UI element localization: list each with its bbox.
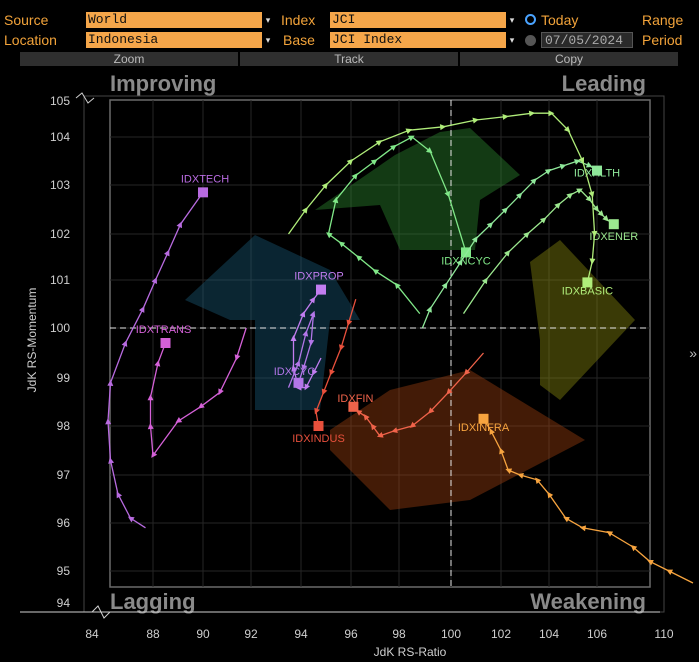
y-axis-ticks: 94 95 96 97 98 99 100 101 102 103 104 105 xyxy=(50,94,70,610)
series-endpoint xyxy=(161,338,171,348)
series-endpoint xyxy=(314,421,324,431)
header-bar: Source World ▾ Location Indonesia ▾ Inde… xyxy=(0,0,699,52)
location-label: Location xyxy=(4,32,57,48)
series-endpoint xyxy=(316,285,326,295)
quadrant-label-leading: Leading xyxy=(562,71,646,96)
series-label: IDXFIN xyxy=(337,393,373,405)
x-tick-label: 96 xyxy=(344,627,358,641)
x-tick-label: 90 xyxy=(196,627,210,641)
rrg-chart: Improving Leading Lagging Weakening 84 88 90 92… xyxy=(0,66,699,662)
source-field[interactable]: World xyxy=(86,12,262,28)
index-dropdown-icon[interactable]: ▾ xyxy=(506,12,518,28)
x-tick-label: 104 xyxy=(539,627,559,641)
index-field[interactable]: JCI xyxy=(330,12,506,28)
quadrant-label-improving: Improving xyxy=(110,71,216,96)
y-tick-label: 104 xyxy=(50,130,70,144)
index-label: Index xyxy=(281,12,315,28)
y-tick-label: 100 xyxy=(50,321,70,335)
series-label: IDXNCYC xyxy=(441,255,491,267)
series-label: IDXINFRA xyxy=(458,422,510,434)
base-label: Base xyxy=(283,32,315,48)
x-tick-label: 106 xyxy=(587,627,607,641)
y-tick-label: 94 xyxy=(57,596,71,610)
x-tick-label: 102 xyxy=(491,627,511,641)
x-tick-label: 92 xyxy=(244,627,258,641)
y-tick-label: 101 xyxy=(50,273,70,287)
series-label: IDXENER xyxy=(589,231,638,243)
y-tick-label: 102 xyxy=(50,227,70,241)
expand-panel-icon[interactable]: » xyxy=(689,345,697,361)
today-radio[interactable] xyxy=(525,14,536,25)
track-button[interactable]: Track xyxy=(240,52,458,66)
y-tick-label: 103 xyxy=(50,178,70,192)
quadrant-label-weakening: Weakening xyxy=(530,589,646,614)
y-tick-label: 99 xyxy=(57,371,71,385)
series-endpoint xyxy=(609,219,619,229)
copy-button[interactable]: Copy xyxy=(460,52,678,66)
series-label: IDXCYC xyxy=(274,366,316,378)
period-label: Period xyxy=(642,32,682,48)
series-label: IDXTRANS xyxy=(136,324,192,336)
y-tick-label: 98 xyxy=(57,419,71,433)
quadrant-label-lagging: Lagging xyxy=(110,589,196,614)
location-field[interactable]: Indonesia xyxy=(86,32,262,48)
x-tick-label: 98 xyxy=(392,627,406,641)
y-axis-break-mark xyxy=(76,93,94,103)
date-radio[interactable] xyxy=(525,35,536,46)
series-endpoint xyxy=(198,187,208,197)
base-field[interactable]: JCI Index xyxy=(330,32,506,48)
y-tick-label: 95 xyxy=(57,564,71,578)
zoom-button[interactable]: Zoom xyxy=(20,52,238,66)
x-tick-label: 88 xyxy=(146,627,160,641)
series-label: IDXBASIC xyxy=(562,285,613,297)
x-tick-label: 94 xyxy=(294,627,308,641)
source-dropdown-icon[interactable]: ▾ xyxy=(262,12,274,28)
range-label: Range xyxy=(642,12,683,28)
trail-point xyxy=(665,567,673,575)
source-label: Source xyxy=(4,12,48,28)
x-tick-label: 110 xyxy=(654,627,673,641)
x-axis-ticks: 84 88 90 92 94 96 98 100 102 104 106 110 xyxy=(85,627,674,641)
y-tick-label: 97 xyxy=(57,468,71,482)
location-dropdown-icon[interactable]: ▾ xyxy=(262,32,274,48)
x-axis-title: JdK RS-Ratio xyxy=(374,645,447,659)
y-tick-label: 105 xyxy=(50,94,70,108)
today-label: Today xyxy=(541,12,578,28)
series-label: IDXTECH xyxy=(181,173,229,185)
series-endpoint xyxy=(294,378,304,388)
x-tick-label: 100 xyxy=(441,627,461,641)
series-label: IDXHLTH xyxy=(574,168,620,180)
y-tick-label: 96 xyxy=(57,516,71,530)
x-tick-label: 84 xyxy=(85,627,99,641)
series-label: IDXINDUS xyxy=(292,433,345,445)
base-dropdown-icon[interactable]: ▾ xyxy=(506,32,518,48)
y-axis-title: JdK RS-Momentum xyxy=(25,288,39,393)
date-field[interactable]: 07/05/2024 xyxy=(541,32,633,48)
series-label: IDXPROP xyxy=(294,271,344,283)
